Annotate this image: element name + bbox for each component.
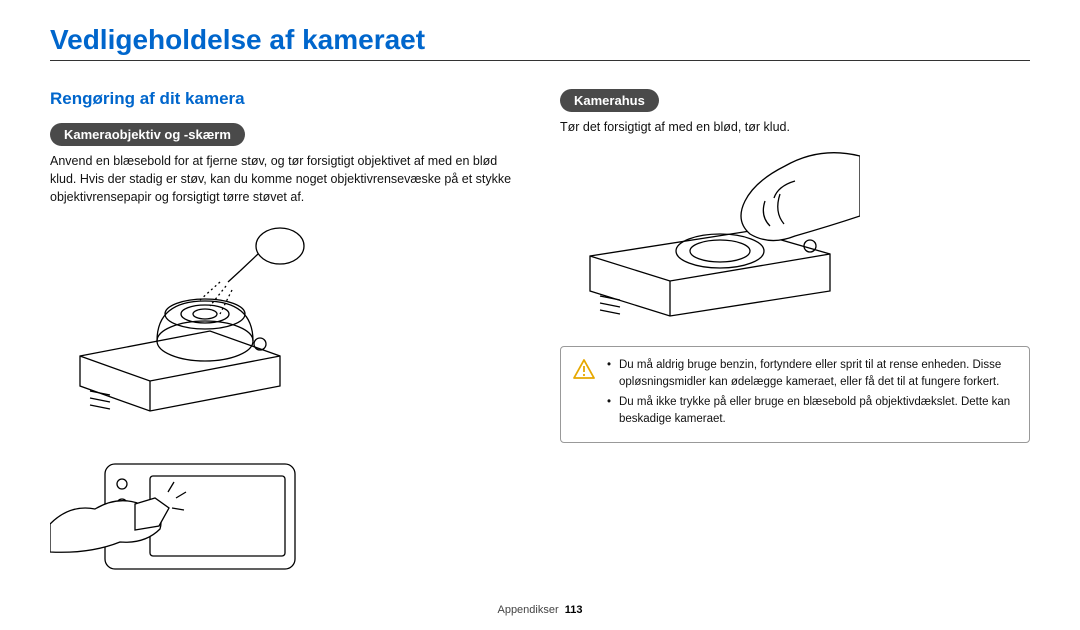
section-heading-cleaning: Rengøring af dit kamera (50, 89, 520, 109)
page-title: Vedligeholdelse af kameraet (50, 24, 1030, 61)
body-camera-body: Tør det forsigtigt af med en blød, tør k… (560, 118, 1030, 136)
two-column-layout: Rengøring af dit kamera Kameraobjektiv o… (50, 89, 1030, 602)
illustration-wipe-top (560, 146, 1030, 326)
page-footer: Appendikser 113 (0, 604, 1080, 616)
footer-label: Appendikser (497, 604, 558, 616)
illustration-blower (50, 216, 520, 416)
warning-item: Du må ikke trykke på eller bruge en blæs… (607, 394, 1017, 427)
warning-box: Du må aldrig bruge benzin, fortyndere el… (560, 346, 1030, 443)
warning-item: Du må aldrig bruge benzin, fortyndere el… (607, 357, 1017, 390)
pill-lens-screen: Kameraobjektiv og -skærm (50, 123, 245, 146)
body-lens-screen: Anvend en blæsebold for at fjerne støv, … (50, 152, 520, 206)
left-column: Rengøring af dit kamera Kameraobjektiv o… (50, 89, 520, 602)
right-column: Kamerahus Tør det forsigtigt af med en b… (560, 89, 1030, 602)
warning-list: Du må aldrig bruge benzin, fortyndere el… (607, 357, 1017, 432)
pill-camera-body: Kamerahus (560, 89, 659, 112)
illustration-wipe-screen (50, 434, 520, 584)
footer-page-number: 113 (565, 604, 583, 616)
warning-icon (573, 359, 595, 384)
